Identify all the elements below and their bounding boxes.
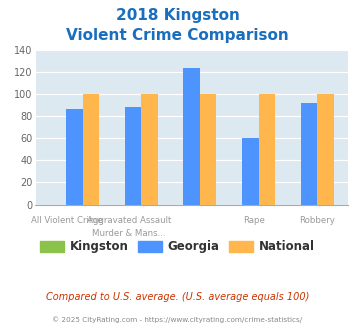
- Legend: Kingston, Georgia, National: Kingston, Georgia, National: [36, 236, 320, 258]
- Bar: [242, 138, 258, 205]
- Text: Robbery: Robbery: [299, 216, 335, 225]
- Bar: [66, 109, 83, 205]
- Bar: [200, 94, 216, 205]
- Text: Violent Crime Comparison: Violent Crime Comparison: [66, 28, 289, 43]
- Text: © 2025 CityRating.com - https://www.cityrating.com/crime-statistics/: © 2025 CityRating.com - https://www.city…: [53, 317, 302, 323]
- Text: 2018 Kingston: 2018 Kingston: [116, 8, 239, 23]
- Bar: [184, 68, 200, 205]
- Bar: [141, 94, 158, 205]
- Text: All Violent Crime: All Violent Crime: [31, 216, 103, 225]
- Bar: [317, 94, 334, 205]
- Text: Compared to U.S. average. (U.S. average equals 100): Compared to U.S. average. (U.S. average …: [46, 292, 309, 302]
- Bar: [125, 107, 141, 205]
- Text: Murder & Mans...: Murder & Mans...: [92, 229, 166, 238]
- Bar: [83, 94, 99, 205]
- Bar: [301, 103, 317, 205]
- Bar: [258, 94, 275, 205]
- Text: Aggravated Assault: Aggravated Assault: [87, 216, 171, 225]
- Text: Rape: Rape: [243, 216, 265, 225]
